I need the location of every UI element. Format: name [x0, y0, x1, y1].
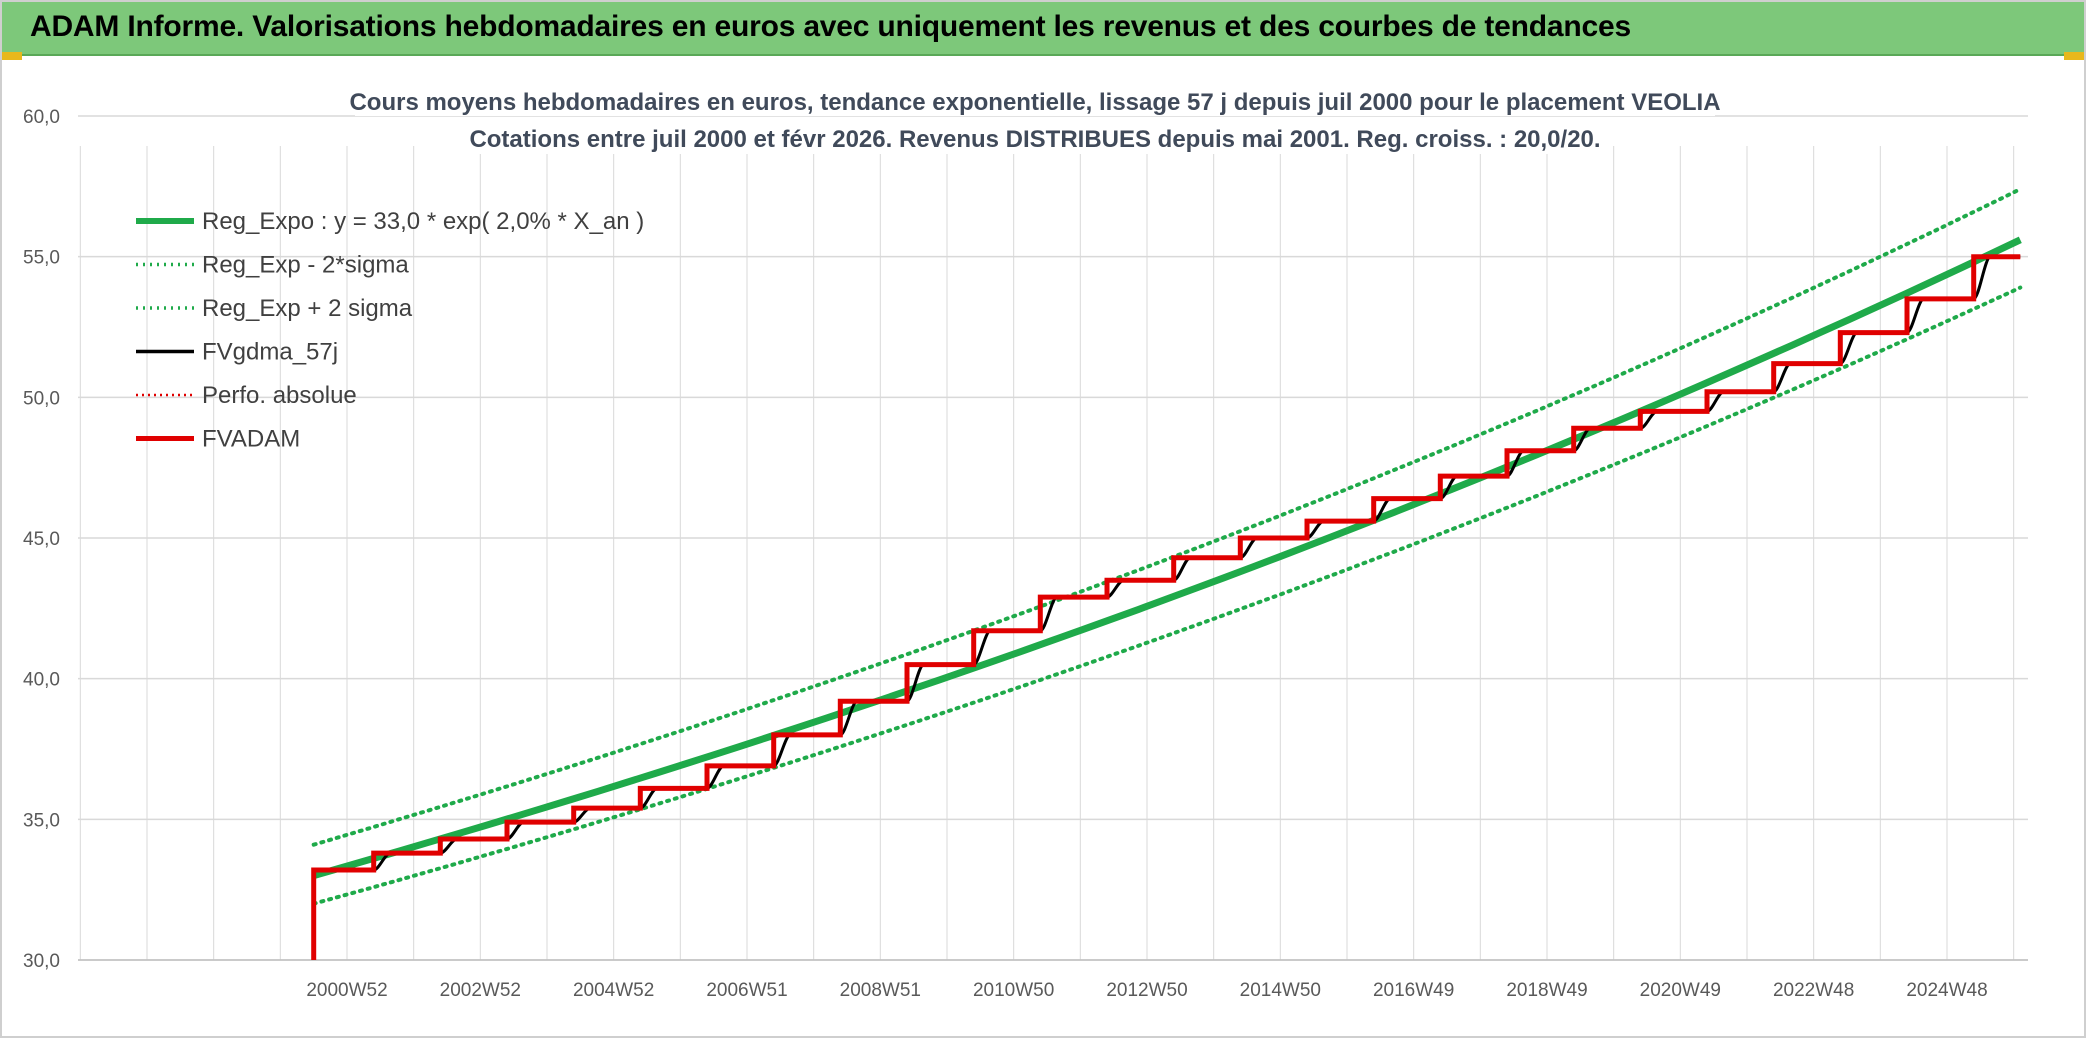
legend-label-sigma_high: Reg_Exp + 2 sigma [202, 295, 413, 322]
legend: Reg_Expo : y = 33,0 * exp( 2,0% * X_an )… [136, 208, 644, 453]
x-tick-label: 2008W51 [840, 980, 921, 1001]
series-reg-exp-plus-2sigma [311, 187, 2023, 847]
legend-label-sigma_low: Reg_Exp - 2*sigma [202, 252, 409, 279]
chart-title-group: Cours moyens hebdomadaires en euros, ten… [349, 82, 1721, 154]
x-tick-label: 2002W52 [440, 980, 521, 1001]
chart-title: Cours moyens hebdomadaires en euros, ten… [349, 89, 1720, 116]
axes: 60,0 55,0 50,0 45,0 40,0 35,0 30,0 2000W52 2002W… [23, 107, 2028, 1001]
corner-marker-left [0, 52, 22, 60]
x-tick-label: 2020W49 [1640, 980, 1721, 1001]
x-tick-label: 2022W48 [1773, 980, 1854, 1001]
grid [78, 115, 2028, 961]
header-banner: ADAM Informe. Valorisations hebdomadaire… [0, 0, 2086, 56]
x-tick-label: 2024W48 [1906, 980, 1987, 1001]
legend-label-fvadam: FVADAM [202, 426, 300, 453]
x-tick-label: 2000W52 [306, 980, 387, 1001]
y-tick-label: 35,0 [23, 810, 60, 831]
y-tick-label: 55,0 [23, 248, 60, 269]
title-backdrop [355, 82, 1715, 116]
y-tick-label: 40,0 [23, 670, 60, 691]
y-tick-label: 45,0 [23, 529, 60, 550]
y-tick-label: 50,0 [23, 388, 60, 409]
chart-area: 60,0 55,0 50,0 45,0 40,0 35,0 30,0 2000W52 2002W… [0, 56, 2086, 1038]
chart-svg: 60,0 55,0 50,0 45,0 40,0 35,0 30,0 2000W52 2002W… [23, 82, 2028, 1001]
series-reg-exp-minus-2sigma [311, 285, 2023, 906]
y-tick-label: 30,0 [23, 951, 60, 972]
legend-label-fvgdma: FVgdma_57j [202, 339, 338, 366]
corner-marker-right [2064, 52, 2086, 60]
x-tick-label: 2004W52 [573, 980, 654, 1001]
legend-label-perfo: Perfo. absolue [202, 382, 357, 409]
series-fvadam [311, 254, 2021, 960]
x-tick-label: 2010W50 [973, 980, 1054, 1001]
x-tick-label: 2014W50 [1240, 980, 1321, 1001]
legend-label-reg_expo: Reg_Expo : y = 33,0 * exp( 2,0% * X_an ) [202, 208, 644, 235]
x-tick-label: 2018W49 [1506, 980, 1587, 1001]
x-tick-label: 2012W50 [1106, 980, 1187, 1001]
series-fvgdma-57j [313, 255, 2021, 872]
chart-subtitle: Cotations entre juil 2000 et févr 2026. … [469, 126, 1600, 153]
x-tick-label: 2016W49 [1373, 980, 1454, 1001]
page-title: ADAM Informe. Valorisations hebdomadaire… [30, 10, 1631, 43]
series-reg-expo [312, 236, 2022, 879]
y-tick-label: 60,0 [23, 107, 60, 128]
subtitle-backdrop [470, 120, 1600, 154]
series [311, 187, 2023, 960]
x-tick-label: 2006W51 [706, 980, 787, 1001]
